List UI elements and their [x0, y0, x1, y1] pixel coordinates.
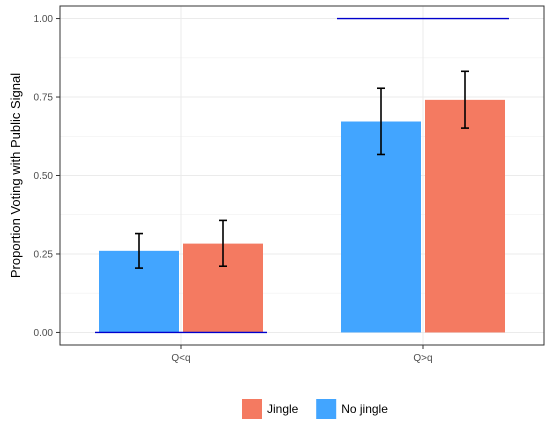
x-tick-label: Q>q — [413, 353, 432, 364]
y-tick-label: 0.50 — [34, 171, 54, 182]
legend-label: Jingle — [267, 402, 299, 416]
y-axis: 0.00 0.25 0.50 0.75 1.00 — [34, 14, 60, 339]
reference-lines — [95, 17, 509, 334]
error-bars — [135, 70, 469, 269]
y-tick-label: 0.25 — [34, 249, 54, 260]
legend: Jingle No jingle — [242, 399, 388, 419]
y-tick-label: 0.75 — [34, 93, 54, 104]
y-tick-label: 0.00 — [34, 328, 54, 339]
x-tick-label: Q<q — [171, 353, 190, 364]
legend-label: No jingle — [341, 402, 388, 416]
legend-swatch — [242, 399, 262, 419]
y-axis-title: Proportion Voting with Public Signal — [8, 73, 23, 278]
y-tick-label: 1.00 — [34, 14, 54, 25]
bars — [99, 99, 505, 333]
legend-swatch — [316, 399, 337, 419]
bar-jingle — [425, 99, 505, 333]
bar-no-jingle — [341, 121, 421, 333]
x-axis: Q<q Q>q — [171, 345, 433, 364]
